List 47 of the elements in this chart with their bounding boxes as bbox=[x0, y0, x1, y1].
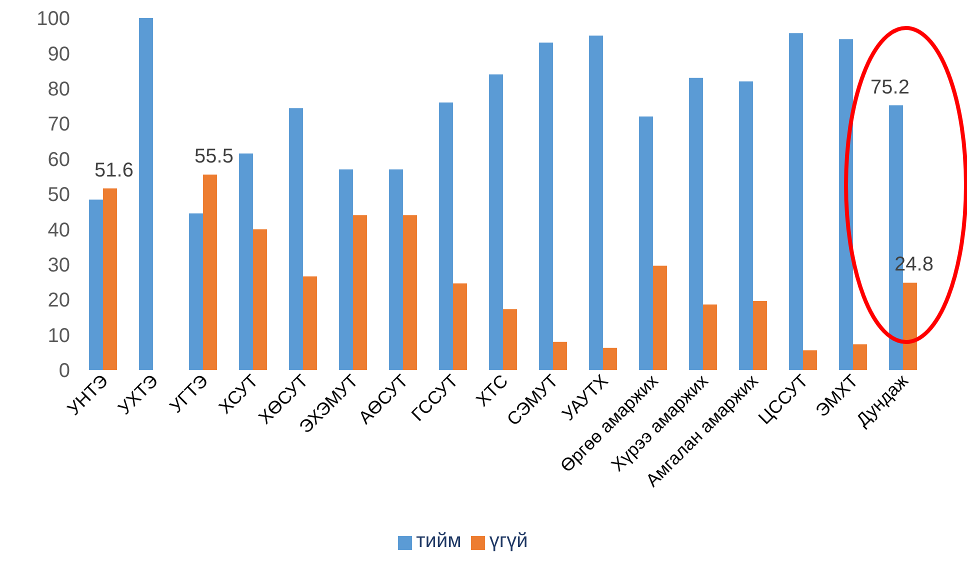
data-label: 51.6 bbox=[94, 159, 134, 182]
bar bbox=[303, 276, 317, 370]
bar bbox=[739, 81, 753, 370]
bar bbox=[539, 42, 553, 370]
bar bbox=[203, 174, 217, 370]
y-tick-label: 10 bbox=[48, 324, 70, 347]
bar bbox=[853, 344, 867, 370]
bar bbox=[503, 309, 517, 370]
y-tick-label: 40 bbox=[48, 219, 70, 242]
y-tick-label: 30 bbox=[48, 254, 70, 276]
y-tick-label: 90 bbox=[48, 43, 70, 66]
y-tick-label: 60 bbox=[48, 148, 70, 171]
bar bbox=[403, 215, 417, 370]
y-tick-label: 70 bbox=[48, 114, 70, 136]
bar bbox=[253, 229, 267, 370]
bar bbox=[789, 33, 803, 370]
bar bbox=[703, 304, 717, 370]
legend-label: үгүй bbox=[489, 530, 528, 552]
bar bbox=[339, 169, 353, 370]
bar bbox=[439, 102, 453, 370]
bar bbox=[639, 116, 653, 370]
bar bbox=[103, 188, 117, 370]
bar bbox=[353, 215, 367, 370]
bar bbox=[389, 169, 403, 370]
bar bbox=[453, 283, 467, 370]
legend-label: тийм bbox=[416, 530, 462, 552]
bar bbox=[653, 266, 667, 370]
bar bbox=[289, 108, 303, 370]
bar bbox=[553, 342, 567, 370]
bar bbox=[689, 78, 703, 370]
bar bbox=[189, 213, 203, 370]
bar bbox=[903, 282, 917, 370]
y-tick-label: 100 bbox=[36, 8, 70, 30]
bar bbox=[139, 18, 153, 370]
bar bbox=[589, 36, 603, 370]
y-tick-label: 50 bbox=[48, 184, 70, 206]
bar bbox=[89, 200, 103, 370]
y-tick-label: 80 bbox=[48, 78, 70, 100]
y-tick-label: 20 bbox=[48, 290, 70, 312]
bar bbox=[239, 154, 253, 370]
bar bbox=[603, 348, 617, 370]
bar bbox=[489, 74, 503, 370]
data-label: 55.5 bbox=[194, 146, 234, 168]
bar bbox=[753, 301, 767, 370]
bar bbox=[803, 350, 817, 370]
y-tick-label: 0 bbox=[58, 360, 70, 382]
data-label: 75.2 bbox=[870, 76, 910, 98]
